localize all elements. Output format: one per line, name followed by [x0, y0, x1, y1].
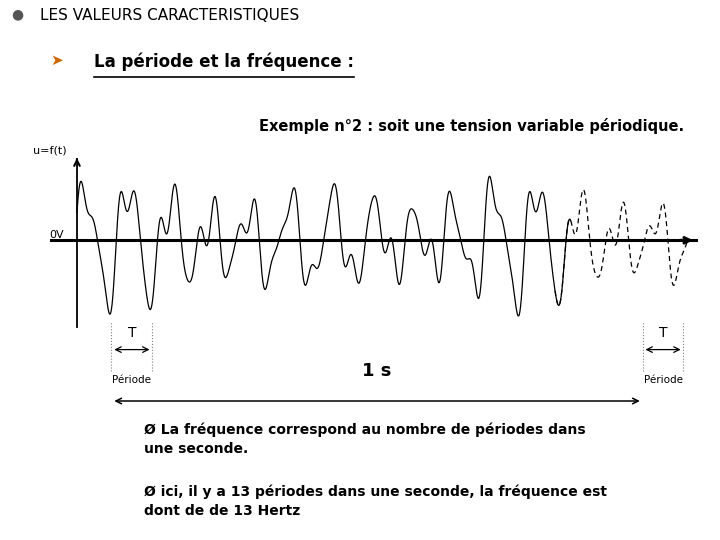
Text: LES VALEURS CARACTERISTIQUES: LES VALEURS CARACTERISTIQUES [40, 8, 299, 23]
Text: T: T [127, 326, 136, 340]
Text: Ø La fréquence correspond au nombre de périodes dans
une seconde.: Ø La fréquence correspond au nombre de p… [144, 422, 585, 456]
Text: Période: Période [112, 375, 151, 386]
Text: Exemple n°2 : soit une tension variable périodique.: Exemple n°2 : soit une tension variable … [259, 118, 684, 134]
Text: ➤: ➤ [50, 53, 63, 68]
Text: u=f(t): u=f(t) [32, 145, 66, 156]
Text: Période: Période [644, 375, 683, 386]
Text: ●: ● [11, 8, 23, 22]
Text: Ø ici, il y a 13 périodes dans une seconde, la fréquence est
dont de de 13 Hertz: Ø ici, il y a 13 périodes dans une secon… [144, 484, 607, 518]
Text: 1 s: 1 s [362, 362, 392, 380]
Text: 0V: 0V [49, 230, 63, 240]
Text: T: T [659, 326, 667, 340]
Text: La période et la fréquence :: La période et la fréquence : [94, 53, 354, 71]
